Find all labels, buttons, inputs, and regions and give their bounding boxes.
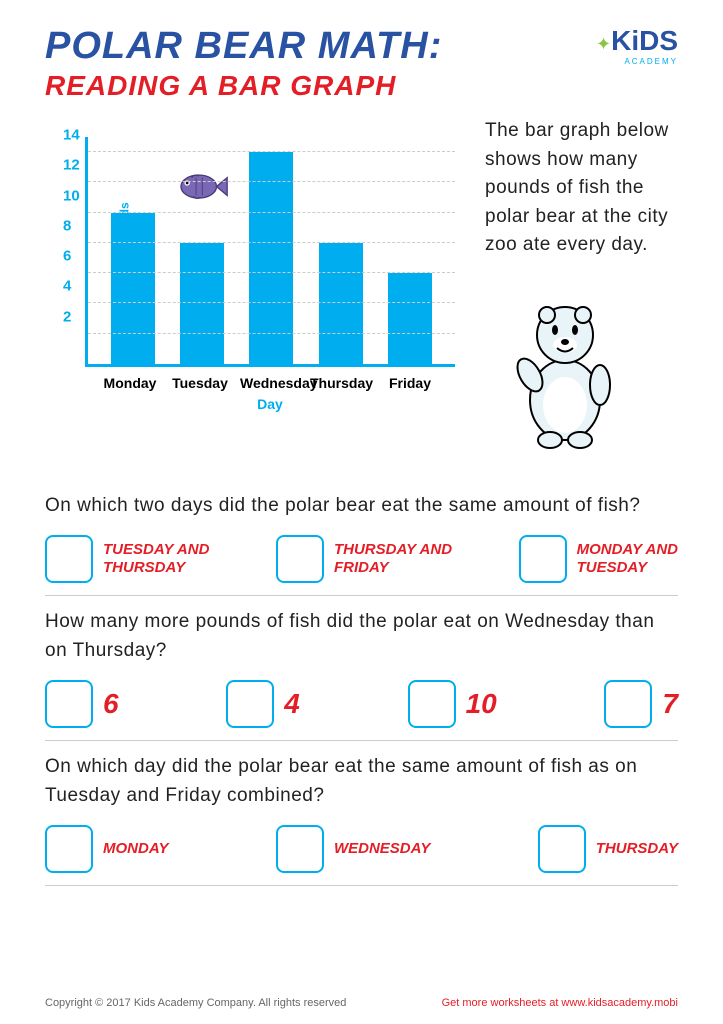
answer-option: MONDAY xyxy=(45,825,169,873)
answer-checkbox[interactable] xyxy=(408,680,456,728)
answer-label: WEDNESDAY xyxy=(334,840,430,858)
y-tick-label: 2 xyxy=(63,308,71,325)
answer-label: MONDAY xyxy=(103,840,169,858)
question-text: How many more pounds of fish did the pol… xyxy=(45,608,678,665)
bar-chart: Amount of Fish in Pounds 2468101214 Mond… xyxy=(85,137,465,417)
answer-checkbox[interactable] xyxy=(519,535,567,583)
answer-checkbox[interactable] xyxy=(226,680,274,728)
y-tick-label: 6 xyxy=(63,248,71,265)
answer-label: 7 xyxy=(662,688,678,720)
fish-icon xyxy=(173,167,228,207)
grid-line xyxy=(88,242,455,243)
question-block: On which day did the polar bear eat the … xyxy=(45,741,678,886)
x-labels: Monday Tuesday Wednesday Thursday Friday xyxy=(85,375,455,391)
x-label: Friday xyxy=(380,375,440,391)
answer-option: TUESDAY ANDTHURSDAY xyxy=(45,535,209,583)
answer-checkbox[interactable] xyxy=(604,680,652,728)
main-title: POLAR BEAR MATH: xyxy=(45,25,558,68)
x-label: Thursday xyxy=(310,375,370,391)
description-area: The bar graph below shows how many pound… xyxy=(465,117,678,455)
answer-checkbox[interactable] xyxy=(45,825,93,873)
options-row: 6 4 10 7 xyxy=(45,680,678,728)
answer-option: THURSDAY xyxy=(538,825,678,873)
bar-thursday xyxy=(319,243,363,364)
grid-line xyxy=(88,333,455,334)
chart-inner: 2468101214 xyxy=(85,137,455,367)
logo-dots-icon: ✦ xyxy=(596,34,611,54)
answer-label: TUESDAY ANDTHURSDAY xyxy=(103,541,209,577)
answer-option: THURSDAY ANDFRIDAY xyxy=(276,535,452,583)
y-tick-label: 10 xyxy=(63,187,80,204)
chart-area: Amount of Fish in Pounds 2468101214 Mond… xyxy=(45,117,465,455)
grid-line xyxy=(88,302,455,303)
answer-option: WEDNESDAY xyxy=(276,825,430,873)
bar-monday xyxy=(111,213,155,364)
grid-line xyxy=(88,212,455,213)
answer-label: 6 xyxy=(103,688,119,720)
logo-subtext: ACADEMY xyxy=(558,57,678,66)
bar-tuesday xyxy=(180,243,224,364)
logo: ✦KiDS ACADEMY xyxy=(558,25,678,66)
x-label: Monday xyxy=(100,375,160,391)
answer-checkbox[interactable] xyxy=(45,535,93,583)
options-row: MONDAY WEDNESDAY THURSDAY xyxy=(45,825,678,873)
question-block: On which two days did the polar bear eat… xyxy=(45,480,678,597)
subtitle: READING A BAR GRAPH xyxy=(45,70,558,102)
x-axis-label: Day xyxy=(85,396,455,412)
answer-label: THURSDAY xyxy=(596,840,678,858)
polar-bear-icon xyxy=(505,290,625,450)
answer-checkbox[interactable] xyxy=(276,825,324,873)
bars-container xyxy=(88,137,455,364)
answer-label: THURSDAY ANDFRIDAY xyxy=(334,541,452,577)
grid-line xyxy=(88,272,455,273)
title-block: POLAR BEAR MATH: READING A BAR GRAPH xyxy=(45,25,558,102)
more-worksheets-link: Get more worksheets at www.kidsacademy.m… xyxy=(442,997,678,1009)
bar-friday xyxy=(388,273,432,364)
grid-line xyxy=(88,181,455,182)
answer-label: 4 xyxy=(284,688,300,720)
question-block: How many more pounds of fish did the pol… xyxy=(45,596,678,741)
y-tick-label: 12 xyxy=(63,157,80,174)
answer-label: 10 xyxy=(466,688,497,720)
answer-checkbox[interactable] xyxy=(45,680,93,728)
copyright-text: Copyright © 2017 Kids Academy Company. A… xyxy=(45,997,346,1009)
content-row: Amount of Fish in Pounds 2468101214 Mond… xyxy=(45,117,678,455)
description-text: The bar graph below shows how many pound… xyxy=(485,117,678,260)
y-tick-label: 4 xyxy=(63,278,71,295)
answer-option: 6 xyxy=(45,680,119,728)
header: POLAR BEAR MATH: READING A BAR GRAPH ✦Ki… xyxy=(45,25,678,102)
x-label: Tuesday xyxy=(170,375,230,391)
question-text: On which day did the polar bear eat the … xyxy=(45,753,678,810)
x-label: Wednesday xyxy=(240,375,300,391)
answer-checkbox[interactable] xyxy=(538,825,586,873)
answer-option: 4 xyxy=(226,680,300,728)
logo-text: KiDS xyxy=(611,25,678,56)
y-tick-label: 14 xyxy=(63,127,80,144)
answer-option: 7 xyxy=(604,680,678,728)
options-row: TUESDAY ANDTHURSDAY THURSDAY ANDFRIDAY MON… xyxy=(45,535,678,583)
question-text: On which two days did the polar bear eat… xyxy=(45,492,678,521)
answer-label: MONDAY ANDTUESDAY xyxy=(577,541,678,577)
questions-section: On which two days did the polar bear eat… xyxy=(45,480,678,887)
answer-option: 10 xyxy=(408,680,497,728)
y-tick-label: 8 xyxy=(63,217,71,234)
answer-checkbox[interactable] xyxy=(276,535,324,583)
grid-line xyxy=(88,151,455,152)
footer: Copyright © 2017 Kids Academy Company. A… xyxy=(45,997,678,1009)
answer-option: MONDAY ANDTUESDAY xyxy=(519,535,678,583)
